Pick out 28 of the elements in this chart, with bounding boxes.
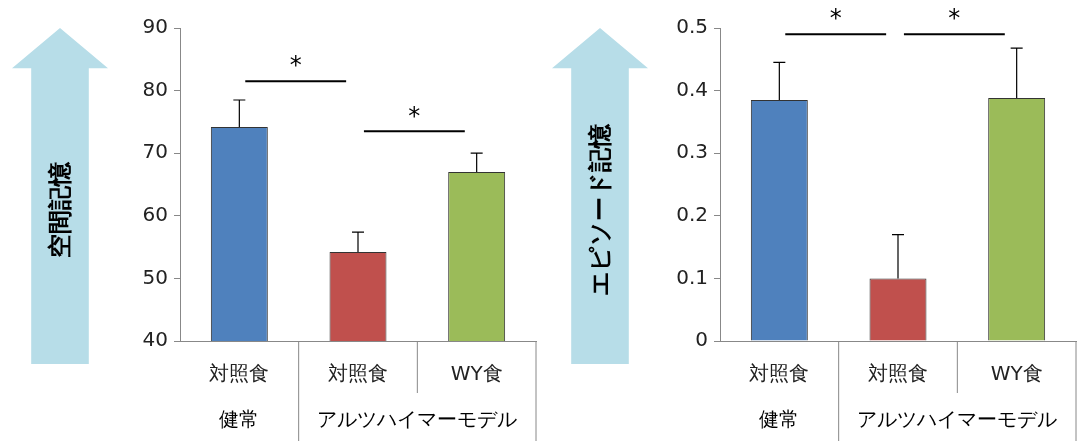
y-tick-label: 80 bbox=[142, 76, 168, 101]
y-tick-label: 0.2 bbox=[676, 202, 708, 226]
annotation: * bbox=[289, 51, 302, 80]
x-tick-label: 対照食 bbox=[868, 361, 928, 386]
y-tick-label: 50 bbox=[142, 264, 168, 289]
text: 健常 bbox=[219, 407, 260, 432]
annotation: * bbox=[948, 4, 961, 33]
text: アルツハイマーモデル bbox=[317, 407, 518, 432]
annotation: * bbox=[408, 101, 421, 130]
y-axis-title: 空間記憶 bbox=[45, 162, 75, 258]
y-tick-label: 0.1 bbox=[676, 264, 708, 289]
x-tick-label: WY食 bbox=[450, 361, 503, 386]
y-tick-label: 0.5 bbox=[676, 14, 708, 39]
y-tick-label: 90 bbox=[142, 14, 168, 39]
y-tick-label: 0.4 bbox=[676, 76, 708, 101]
y-tick-label: 0 bbox=[695, 327, 708, 352]
y-tick-label: 0.3 bbox=[676, 139, 708, 164]
x-tick-label: 対照食 bbox=[209, 361, 270, 386]
y-tick-label: 40 bbox=[142, 327, 168, 352]
x-tick-label: 対照食 bbox=[328, 361, 388, 386]
x-tick-label: WY食 bbox=[990, 361, 1043, 386]
y-axis-title: エピソード記憶 bbox=[585, 124, 615, 296]
text: アルツハイマーモデル bbox=[857, 407, 1058, 432]
y-tick-label: 60 bbox=[142, 202, 168, 226]
annotation: * bbox=[829, 4, 842, 33]
x-tick-label: 対照食 bbox=[749, 361, 810, 386]
text: 健常 bbox=[759, 407, 800, 432]
y-tick-label: 70 bbox=[142, 139, 168, 164]
